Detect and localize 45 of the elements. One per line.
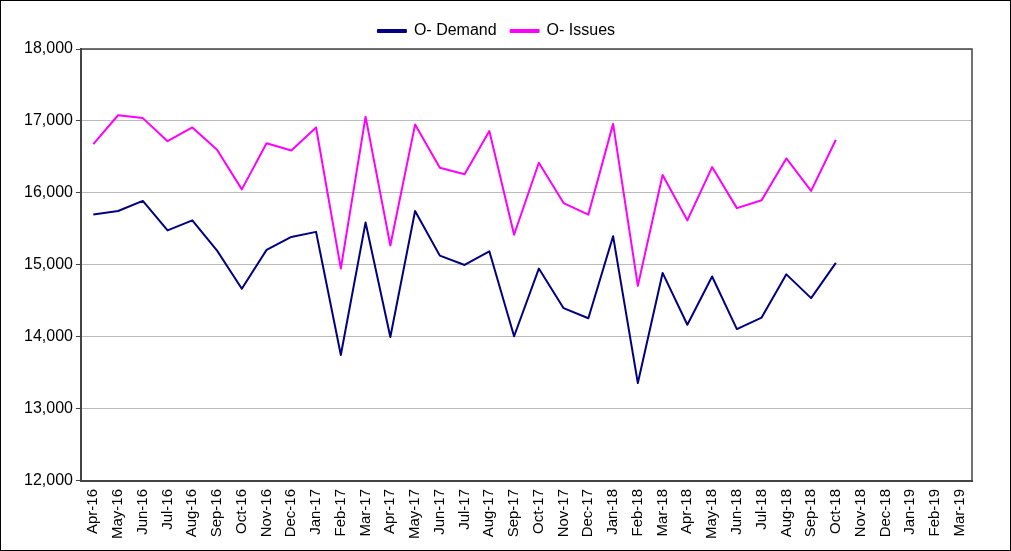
x-tick-label: Feb-18 [627,488,645,537]
x-tick-label: Feb-19 [925,488,943,537]
x-tick-label: Nov-18 [850,488,868,538]
x-tick-label: Apr-17 [380,488,398,535]
x-tick-label: Aug-18 [776,488,794,538]
y-tick-label: 13,000 [24,399,74,417]
y-tick-label: 18,000 [24,39,74,57]
x-tick-label: Feb-17 [330,488,348,537]
x-tick-label: Oct-17 [528,488,546,534]
x-tick-label: May-17 [405,488,423,540]
x-tick-label: Oct-16 [231,488,249,534]
legend-label: O- Issues [546,21,616,39]
x-tick-label: Jan-19 [900,488,918,535]
x-tick-label: Dec-17 [578,488,596,538]
y-tick-label: 14,000 [24,327,74,345]
x-tick-label: May-18 [702,488,720,540]
x-tick-label: Nov-17 [553,488,571,538]
x-tick-label: Apr-18 [677,488,695,535]
x-tick-label: Sep-16 [207,488,225,538]
y-tick-label: 12,000 [24,471,74,489]
x-tick-label: Aug-17 [479,488,497,538]
x-tick-label: Dec-16 [281,488,299,538]
x-tick-label: May-16 [108,488,126,540]
x-tick-label: Mar-18 [652,488,670,537]
x-tick-label: Nov-16 [256,488,274,538]
x-tick-label: Jun-16 [132,488,150,535]
x-tick-label: Oct-18 [826,488,844,534]
x-tick-label: Jul-18 [751,488,769,530]
x-tick-label: Jun-18 [727,488,744,535]
legend-label: O- Demand [413,21,497,39]
x-tick-label: Sep-17 [504,488,522,538]
x-tick-label: Jun-17 [429,488,447,535]
x-tick-label: Jul-16 [157,488,175,530]
x-tick-label: Aug-16 [182,488,200,538]
x-tick-label: Mar-19 [949,488,967,537]
x-tick-label: Jan-17 [306,488,324,535]
x-tick-label: Dec-18 [875,488,893,538]
x-tick-label: Jan-18 [603,488,621,535]
y-tick-label: 17,000 [24,111,74,129]
x-tick-label: Apr-16 [83,488,101,535]
x-tick-label: Jul-17 [454,488,472,530]
y-tick-label: 16,000 [24,183,74,201]
y-tick-label: 15,000 [24,255,74,273]
x-tick-label: Sep-18 [801,488,819,538]
x-tick-label: Mar-17 [355,488,373,537]
